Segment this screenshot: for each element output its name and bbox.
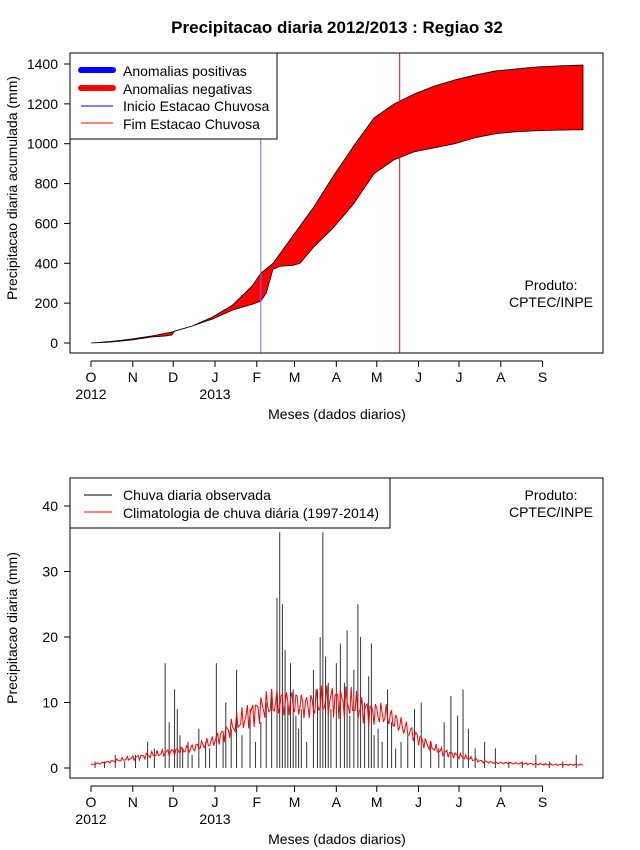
top-x-axis-title: Meses (dados diarios) (268, 406, 406, 422)
legend-label-observed: Chuva diaria observada (123, 487, 271, 503)
bottom-y-tick-label: 20 (42, 629, 58, 645)
bottom-month-label: J (415, 794, 422, 810)
bottom-month-label: J (212, 794, 219, 810)
bottom-month-label: N (128, 794, 138, 810)
bottom-x-axis: O N D J F M A M J J A S 2012 2013 (75, 785, 547, 827)
cumulative-chart: 0 200 400 600 800 1000 1200 1400 O N D J F M A M J J A S 20… (4, 52, 604, 422)
bottom-y-tick-label: 40 (42, 498, 58, 514)
bottom-month-label: M (371, 794, 383, 810)
top-credit-line1: Produto: (525, 277, 578, 293)
bottom-year-label: 2012 (75, 811, 106, 827)
top-x-axis: O N D J F M A M J J A S 2012 2013 (75, 360, 547, 402)
top-month-label: D (168, 369, 178, 385)
bottom-month-label: J (455, 794, 462, 810)
top-month-label: O (86, 369, 97, 385)
top-month-label: M (371, 369, 383, 385)
top-year-label: 2013 (199, 386, 230, 402)
top-month-label: J (455, 369, 462, 385)
top-month-label: J (415, 369, 422, 385)
bottom-y-tick-label: 0 (50, 760, 58, 776)
negative-anomaly-area (90, 64, 584, 344)
top-y-tick-label: 1400 (27, 56, 58, 72)
bottom-x-axis-title: Meses (dados diarios) (268, 831, 406, 847)
bottom-month-label: A (496, 794, 506, 810)
bottom-month-label: M (289, 794, 301, 810)
top-year-label: 2012 (75, 386, 106, 402)
top-month-label: A (332, 369, 342, 385)
top-legend: Anomalias positivas Anomalias negativas … (69, 52, 278, 140)
legend-label-positive: Anomalias positivas (123, 63, 247, 79)
bottom-y-tick-label: 30 (42, 564, 58, 580)
bottom-month-label: A (332, 794, 342, 810)
chart-title: Precipitacao diaria 2012/2013 : Regiao 3… (171, 18, 503, 37)
bottom-year-label: 2013 (199, 811, 230, 827)
bottom-legend: Chuva diaria observada Climatologia de c… (69, 477, 391, 529)
legend-label-inicio: Inicio Estacao Chuvosa (123, 98, 270, 114)
top-y-tick-label: 800 (35, 176, 59, 192)
legend-label-negative: Anomalias negativas (123, 81, 252, 97)
top-month-label: F (253, 369, 262, 385)
legend-label-climatology: Climatologia de chuva diária (1997-2014) (123, 505, 379, 521)
top-y-tick-label: 400 (35, 255, 59, 271)
top-month-label: S (538, 369, 547, 385)
top-y-axis: 0 200 400 600 800 1000 1200 1400 (27, 56, 71, 351)
daily-chart: 0 10 20 30 40 O N D J F M A M J J A S 2012 2013 Precipita… (4, 477, 604, 847)
bottom-y-tick-label: 10 (42, 695, 58, 711)
legend-label-fim: Fim Estacao Chuvosa (123, 116, 260, 132)
top-month-label: A (496, 369, 506, 385)
top-y-axis-title: Precipitacao diaria acumulada (mm) (4, 76, 20, 300)
top-month-label: J (212, 369, 219, 385)
top-month-label: M (289, 369, 301, 385)
climatology-line (90, 685, 584, 767)
bottom-y-axis-title: Precipitacao diaria (mm) (4, 552, 20, 704)
top-y-tick-label: 1200 (27, 96, 58, 112)
top-y-tick-label: 600 (35, 215, 59, 231)
bottom-legend-box (69, 477, 391, 529)
top-credit-line2: CPTEC/INPE (509, 294, 593, 310)
bottom-month-label: D (168, 794, 178, 810)
bottom-credit-line2: CPTEC/INPE (509, 504, 593, 520)
top-month-label: N (128, 369, 138, 385)
bottom-y-axis: 0 10 20 30 40 (42, 498, 71, 776)
bottom-month-label: F (253, 794, 262, 810)
bottom-credit-line1: Produto: (525, 487, 578, 503)
top-y-tick-label: 1000 (27, 136, 58, 152)
top-y-tick-label: 200 (35, 295, 59, 311)
bottom-month-label: O (86, 794, 97, 810)
top-y-tick-label: 0 (50, 335, 58, 351)
bottom-month-label: S (538, 794, 547, 810)
